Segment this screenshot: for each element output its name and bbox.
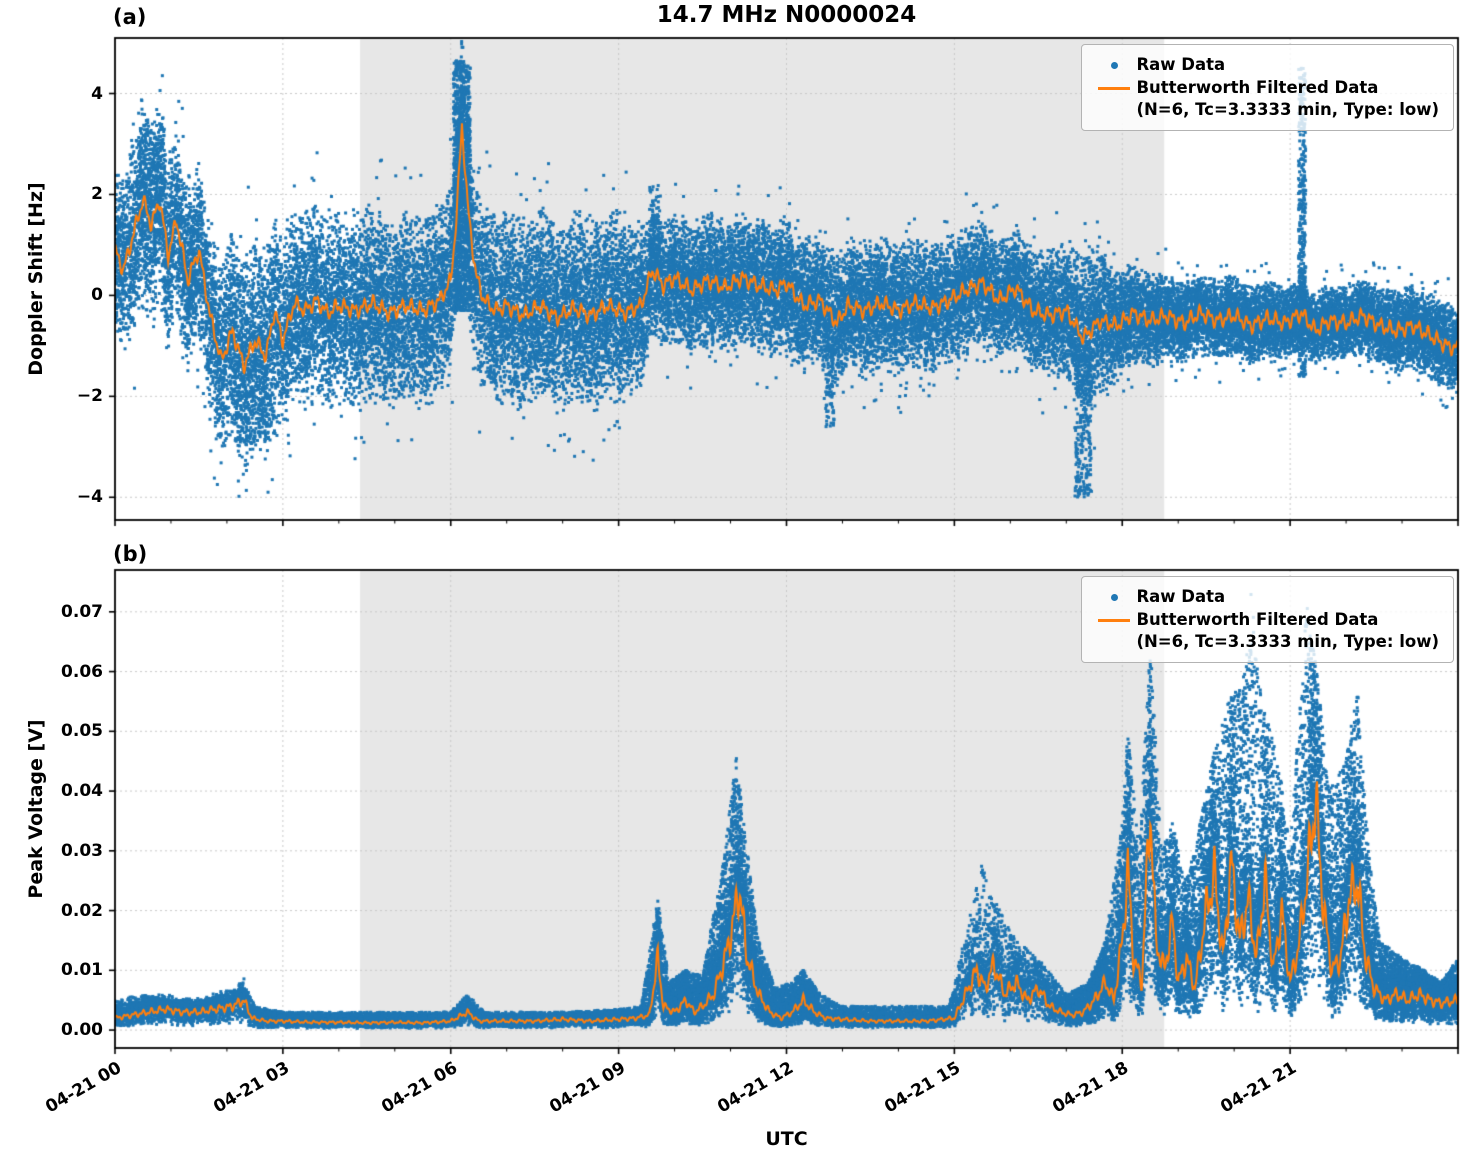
chart-title: 14.7 MHz N0000024: [656, 2, 917, 28]
legend-filtered-row: Butterworth Filtered Data (N=6, Tc=3.333…: [1092, 77, 1439, 121]
filtered-line-marker: [1092, 609, 1136, 631]
raw-data-dot-icon: [1110, 593, 1118, 601]
y-axis-label-doppler: Doppler Shift [Hz]: [25, 182, 47, 376]
legend-filtered-label: Butterworth Filtered Data: [1136, 610, 1379, 629]
y-tick-label: 0.00: [61, 1020, 103, 1041]
y-tick-label: 0.04: [61, 781, 103, 802]
y-tick-label: 0.02: [61, 900, 103, 921]
legend-raw-row: Raw Data: [1092, 586, 1439, 608]
legend-filtered-sublabel: (N=6, Tc=3.3333 min, Type: low): [1136, 632, 1439, 651]
y-tick-label: 0.03: [61, 840, 103, 861]
filtered-line-marker: [1092, 77, 1136, 99]
x-axis-label: UTC: [765, 1128, 808, 1150]
y-tick-label: 0: [91, 285, 103, 306]
raw-data-marker: [1092, 54, 1136, 76]
legend-filtered-label: Butterworth Filtered Data: [1136, 78, 1379, 97]
y-tick-label: 2: [91, 184, 103, 205]
panel-b-label: (b): [113, 542, 148, 566]
y-tick-label: −4: [76, 487, 103, 508]
raw-data-dot-icon: [1110, 61, 1118, 69]
y-axis-label-voltage: Peak Voltage [V]: [25, 719, 47, 899]
raw-data-marker: [1092, 586, 1136, 608]
legend-panel-b: Raw Data Butterworth Filtered Data (N=6,…: [1081, 576, 1454, 663]
legend-filtered-text: Butterworth Filtered Data (N=6, Tc=3.333…: [1136, 77, 1439, 121]
legend-raw-row: Raw Data: [1092, 54, 1439, 76]
filtered-line-icon: [1098, 86, 1131, 90]
y-tick-label: 0.01: [61, 960, 103, 981]
legend-filtered-text: Butterworth Filtered Data (N=6, Tc=3.333…: [1136, 609, 1439, 653]
legend-panel-a: Raw Data Butterworth Filtered Data (N=6,…: [1081, 44, 1454, 131]
y-tick-label: 0.05: [61, 721, 103, 742]
y-tick-label: 0.06: [61, 661, 103, 682]
legend-raw-label: Raw Data: [1136, 55, 1226, 74]
legend-filtered-row: Butterworth Filtered Data (N=6, Tc=3.333…: [1092, 609, 1439, 653]
filtered-line-icon: [1098, 618, 1131, 622]
legend-filtered-sublabel: (N=6, Tc=3.3333 min, Type: low): [1136, 100, 1439, 119]
legend-raw-label: Raw Data: [1136, 587, 1226, 606]
panel-a-label: (a): [113, 5, 147, 29]
y-tick-label: −2: [76, 386, 103, 407]
y-tick-label: 0.07: [61, 601, 103, 622]
y-tick-label: 4: [91, 83, 103, 104]
